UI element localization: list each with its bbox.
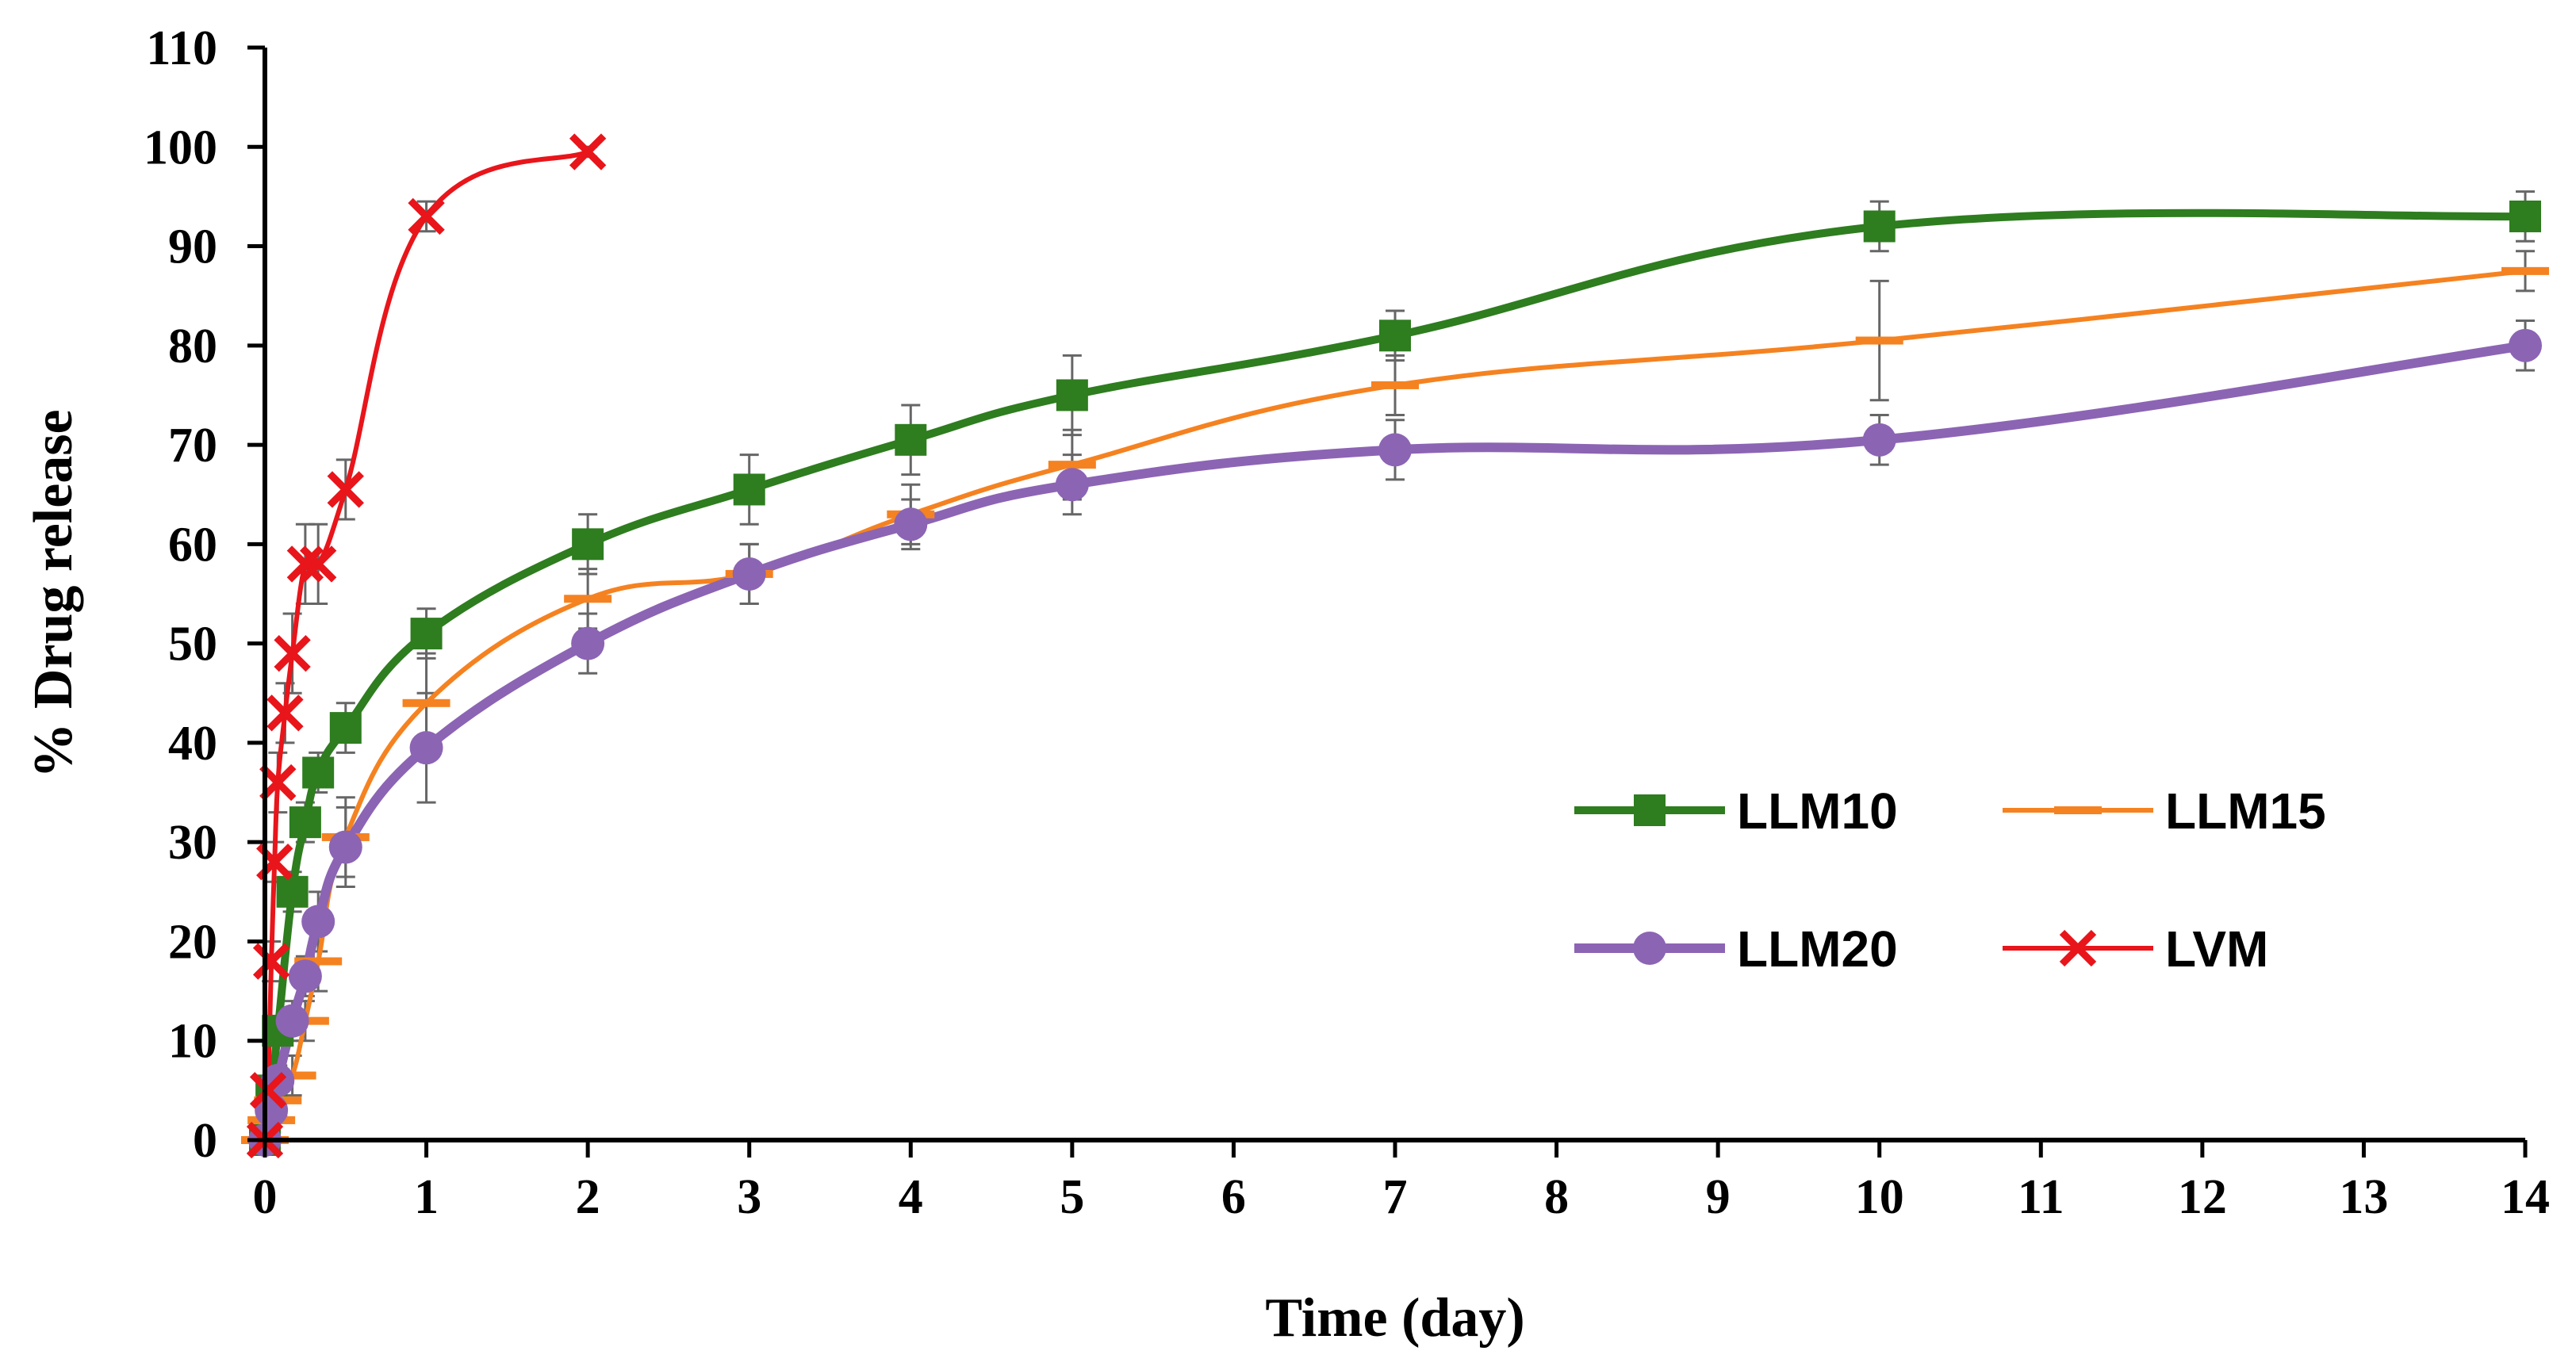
- data-point-lvm: [249, 1072, 287, 1109]
- data-point-llm10: [895, 423, 927, 456]
- data-point-llm15: [564, 595, 612, 603]
- x-tick-label: 10: [1855, 1170, 1904, 1224]
- data-point-llm20: [288, 959, 322, 993]
- data-point-llm10: [329, 712, 362, 744]
- x-tick-label: 7: [1383, 1170, 1408, 1224]
- data-point-llm15: [1855, 336, 1903, 345]
- x-tick-label: 2: [576, 1170, 600, 1224]
- data-point-llm10: [1056, 379, 1088, 411]
- data-point-llm10: [2509, 200, 2541, 232]
- y-tick-label: 0: [193, 1114, 217, 1168]
- x-tick-label: 1: [414, 1170, 439, 1224]
- x-tick-label: 4: [899, 1170, 923, 1224]
- x-axis-title: Time (day): [1265, 1288, 1524, 1349]
- legend-label: LLM10: [1737, 783, 1898, 840]
- legend-item-llm10: LLM10: [1574, 783, 1898, 840]
- y-tick-label: 30: [168, 816, 217, 870]
- y-tick-label: 40: [168, 717, 217, 771]
- data-point-llm10: [289, 806, 321, 839]
- data-point-llm20: [1862, 423, 1896, 457]
- y-axis-title: % Drug release: [23, 409, 84, 778]
- data-point-llm20: [894, 507, 928, 541]
- legend: LLM10 LLM15 LLM20 LVM: [1574, 783, 2326, 978]
- x-tick-label: 8: [1544, 1170, 1569, 1224]
- legend-label: LVM: [2165, 920, 2268, 978]
- legend-item-lvm: LVM: [2003, 920, 2268, 978]
- data-point-llm10: [1379, 320, 1411, 352]
- data-point-llm20: [275, 1004, 309, 1038]
- x-tick-label: 12: [2178, 1170, 2227, 1224]
- x-tick-label: 11: [2018, 1170, 2064, 1224]
- data-point-llm10: [410, 618, 443, 650]
- data-point-llm10: [1863, 210, 1896, 243]
- legend-label: LLM15: [2165, 783, 2326, 840]
- x-tick-label: 14: [2501, 1170, 2550, 1224]
- y-tick-label: 10: [168, 1015, 217, 1069]
- legend-swatch-marker: [2054, 806, 2102, 814]
- data-point-llm15: [294, 957, 343, 966]
- legend-swatch-marker: [2059, 929, 2097, 967]
- data-point-lvm: [286, 545, 324, 583]
- data-point-llm20: [1378, 433, 1412, 467]
- data-point-llm20: [328, 830, 362, 864]
- data-point-llm20: [1055, 468, 1089, 502]
- data-point-lvm: [266, 695, 304, 732]
- x-tick-label: 6: [1221, 1170, 1246, 1224]
- y-tick-label: 50: [168, 618, 217, 672]
- data-point-llm10: [572, 528, 604, 561]
- x-tick-label: 3: [737, 1170, 761, 1224]
- data-point-llm15: [402, 698, 450, 707]
- y-tick-label: 70: [168, 419, 217, 473]
- y-tick-label: 100: [144, 121, 217, 174]
- x-tick-label: 13: [2339, 1170, 2388, 1224]
- y-tick-label: 80: [168, 320, 217, 373]
- y-tick-label: 60: [168, 518, 217, 572]
- x-tick-label: 0: [253, 1170, 278, 1224]
- y-axis-ticks: 0 10 20 30 40 50 60 70 80 90 100 110: [144, 21, 265, 1168]
- x-tick-label: 9: [1706, 1170, 1731, 1224]
- legend-swatch-marker: [1634, 794, 1666, 826]
- data-point-llm10: [733, 473, 765, 506]
- data-point-llm15: [1371, 381, 1419, 389]
- y-tick-label: 90: [168, 220, 217, 274]
- data-point-lvm: [252, 943, 290, 980]
- legend-swatch-marker: [1633, 932, 1666, 965]
- data-point-llm20: [2509, 328, 2542, 362]
- legend-item-llm15: LLM15: [2003, 783, 2326, 840]
- y-tick-label: 20: [168, 915, 217, 969]
- data-point-llm10: [302, 756, 335, 789]
- data-point-llm20: [571, 626, 605, 660]
- data-point-lvm: [274, 634, 311, 672]
- data-point-lvm: [299, 545, 337, 583]
- data-point-lvm: [408, 197, 445, 235]
- data-point-llm20: [732, 557, 766, 591]
- series-markers: [241, 133, 2549, 1159]
- x-tick-label: 5: [1060, 1170, 1084, 1224]
- data-point-llm15: [1048, 461, 1096, 469]
- data-point-llm20: [301, 905, 335, 939]
- data-point-llm20: [409, 731, 443, 765]
- x-axis-ticks: 0 1 2 3 4 5 6 7 8 9 10 11 12 13 14: [253, 1140, 2550, 1224]
- data-point-llm10: [276, 875, 309, 908]
- data-point-lvm: [327, 471, 364, 508]
- data-point-lvm: [569, 133, 607, 170]
- legend-label: LLM20: [1737, 920, 1898, 978]
- data-point-llm15: [2501, 266, 2549, 275]
- legend-item-llm20: LLM20: [1574, 920, 1898, 978]
- y-tick-label: 110: [146, 21, 217, 75]
- series-line-llm10: [261, 209, 2526, 1141]
